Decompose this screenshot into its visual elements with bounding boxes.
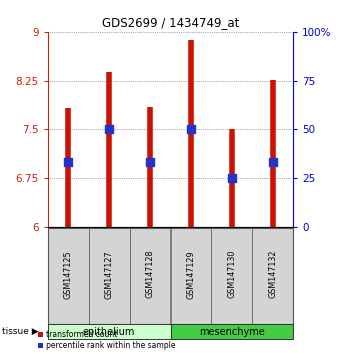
Text: GSM147132: GSM147132 (268, 250, 277, 298)
Point (106, 126, 112, 132)
Point (147, 160, 153, 165)
Legend: transformed count, percentile rank within the sample: transformed count, percentile rank withi… (38, 330, 176, 350)
Text: GSM147128: GSM147128 (146, 250, 154, 298)
Point (188, 126, 194, 132)
Bar (89, 228, 130, 324)
Bar (170, 324, 293, 339)
Text: GSM147130: GSM147130 (227, 250, 236, 298)
Text: tissue ▶: tissue ▶ (2, 327, 38, 336)
Text: GSM147129: GSM147129 (187, 250, 195, 298)
Bar (130, 228, 170, 324)
Text: mesenchyme: mesenchyme (199, 326, 265, 337)
Point (229, 175, 235, 181)
Text: GSM147127: GSM147127 (105, 250, 114, 298)
Bar (48, 324, 170, 339)
Point (270, 160, 276, 165)
Bar (170, 228, 211, 324)
Title: GDS2699 / 1434749_at: GDS2699 / 1434749_at (102, 16, 239, 29)
Bar (252, 228, 293, 324)
Text: GSM147125: GSM147125 (64, 250, 73, 298)
Text: epithelium: epithelium (83, 326, 135, 337)
Bar (211, 228, 252, 324)
Point (65, 160, 71, 165)
Bar (48, 228, 89, 324)
